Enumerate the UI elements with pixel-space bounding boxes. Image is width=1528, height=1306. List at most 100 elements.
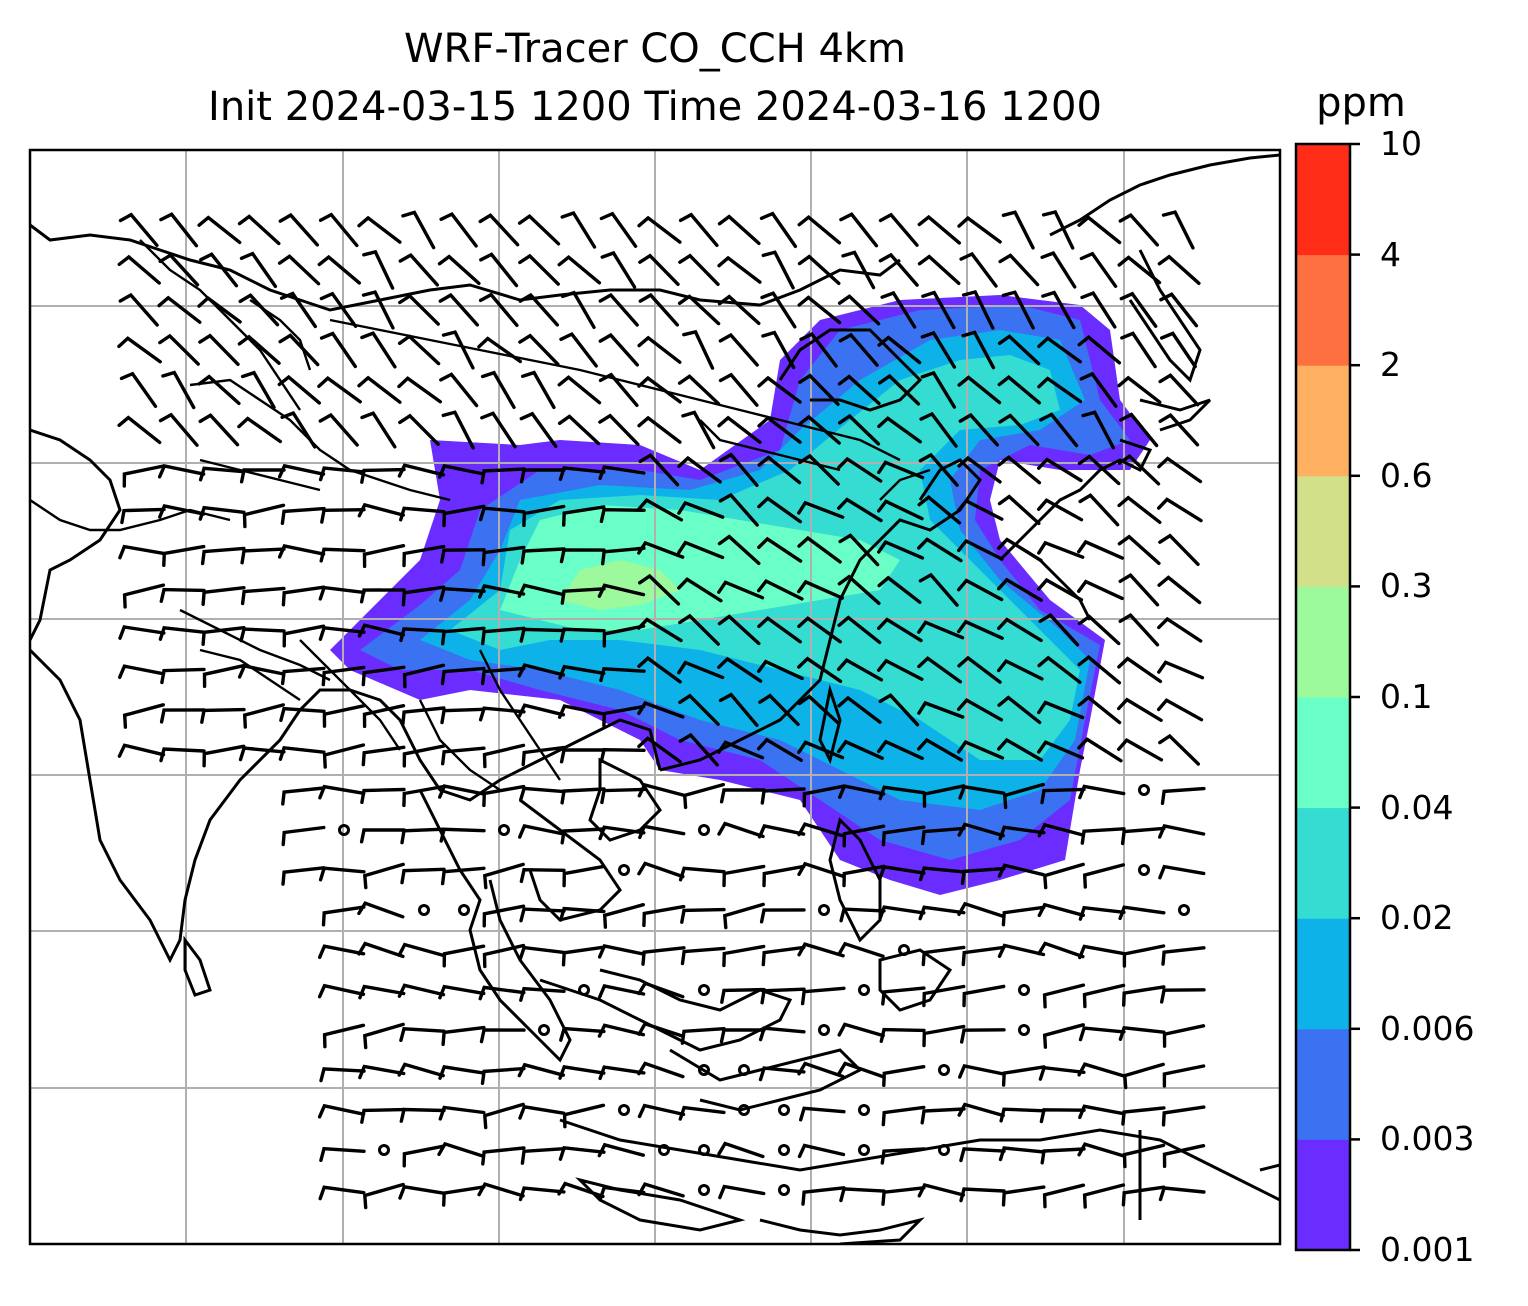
- wind-barb: [757, 659, 804, 681]
- wind-barb: [637, 540, 685, 559]
- wind-barb: [1042, 1183, 1086, 1209]
- wind-barb: [482, 904, 526, 928]
- wind-barb: [362, 544, 406, 568]
- wind-barb: [238, 746, 286, 762]
- wind-barb: [1117, 495, 1162, 524]
- wind-barb: [401, 706, 446, 726]
- wind-barb: [1158, 824, 1206, 839]
- wind-barb: [922, 784, 966, 808]
- wind-barb: [359, 828, 406, 844]
- wind-barb: [920, 330, 957, 369]
- wind-barb: [482, 862, 525, 890]
- wind-barb: [118, 292, 159, 327]
- wind-barb: [237, 334, 281, 365]
- wind-barb: [1117, 255, 1162, 285]
- wind-barb: [719, 1028, 766, 1044]
- wind-barb: [318, 466, 366, 482]
- wind-barb: [997, 334, 1041, 366]
- wind-barb: [598, 1185, 646, 1201]
- wind-barb: [401, 585, 446, 607]
- wind-barb: [520, 547, 566, 565]
- colorbar: [1294, 142, 1360, 1252]
- wind-barb: [397, 1062, 445, 1078]
- wind-barb: [1037, 376, 1083, 404]
- wind-barb: [480, 1066, 526, 1085]
- wind-barb: [200, 546, 246, 566]
- wind-barb: [518, 824, 566, 839]
- wind-barb: [757, 536, 803, 563]
- wind-barb: [319, 331, 357, 369]
- wind-barb: [1040, 1147, 1086, 1165]
- wind-barb: [237, 416, 282, 444]
- wind-barb: [877, 499, 924, 521]
- colorbar-tick-label: 0.001: [1380, 1230, 1475, 1269]
- wind-barb: [360, 411, 397, 449]
- wind-barb: [922, 984, 966, 1008]
- wind-barb: [560, 587, 606, 605]
- wind-barb: [560, 787, 606, 805]
- wind-barb: [441, 746, 486, 766]
- wind-barb: [437, 254, 481, 286]
- wind-barb: [757, 455, 802, 485]
- wind-barb: [957, 455, 1002, 484]
- wind-barb: [997, 455, 1042, 485]
- wind-barb: [279, 706, 326, 722]
- calm-wind-marker: [898, 944, 910, 956]
- wind-barb: [1082, 983, 1126, 1009]
- wind-barb: [678, 212, 719, 247]
- wind-barb: [518, 945, 566, 961]
- wind-barb: [399, 506, 446, 522]
- wind-barb: [197, 215, 242, 245]
- calm-wind-marker: [538, 1024, 550, 1036]
- wind-barb: [518, 1186, 566, 1202]
- wind-barb: [478, 584, 526, 599]
- wind-barb: [957, 739, 1005, 760]
- wind-barb: [637, 215, 682, 244]
- wind-barb: [517, 583, 566, 598]
- wind-barb: [838, 413, 881, 446]
- wind-barb: [637, 375, 682, 404]
- wind-barb: [1037, 740, 1085, 760]
- wind-barb: [717, 656, 763, 683]
- calm-wind-marker: [338, 824, 350, 836]
- wind-barb: [959, 251, 998, 288]
- wind-barb: [877, 575, 922, 604]
- wind-barb: [997, 375, 1041, 405]
- wind-barb: [201, 586, 246, 606]
- wind-barb: [1119, 412, 1159, 448]
- wind-barb: [278, 745, 326, 761]
- wind-barb: [281, 866, 326, 886]
- wind-barb: [797, 942, 845, 958]
- wind-barb: [637, 656, 682, 684]
- wind-barb: [1078, 905, 1126, 921]
- wind-barb: [878, 785, 926, 801]
- wind-barb: [797, 1061, 845, 1079]
- wind-barb: [998, 1146, 1046, 1162]
- wind-barb: [319, 291, 358, 328]
- wind-barb: [720, 987, 766, 1004]
- wind-barb: [717, 580, 765, 600]
- wind-barb: [997, 577, 1043, 602]
- wind-barb: [637, 1061, 685, 1079]
- wind-barb: [762, 864, 806, 888]
- calm-wind-marker: [1138, 784, 1150, 796]
- wind-barb: [518, 253, 560, 286]
- wind-barb: [357, 375, 402, 404]
- wind-barb: [961, 330, 996, 370]
- wind-barb: [519, 867, 566, 884]
- wind-barb: [838, 784, 886, 799]
- calm-wind-marker: [1018, 984, 1030, 996]
- wind-barb: [318, 585, 366, 601]
- wind-barb: [999, 1107, 1046, 1123]
- colorbar-tick-label: 0.003: [1380, 1119, 1475, 1159]
- wind-barb: [722, 864, 766, 888]
- wind-barb: [358, 984, 406, 1000]
- wind-barb: [441, 626, 486, 646]
- wind-barb: [678, 253, 720, 286]
- wind-barb: [1117, 656, 1163, 684]
- wind-barb: [677, 540, 725, 560]
- wind-barb: [1080, 291, 1117, 329]
- wind-barb: [837, 1022, 885, 1038]
- colorbar-segment: [1296, 144, 1350, 256]
- wind-barb: [437, 1141, 485, 1158]
